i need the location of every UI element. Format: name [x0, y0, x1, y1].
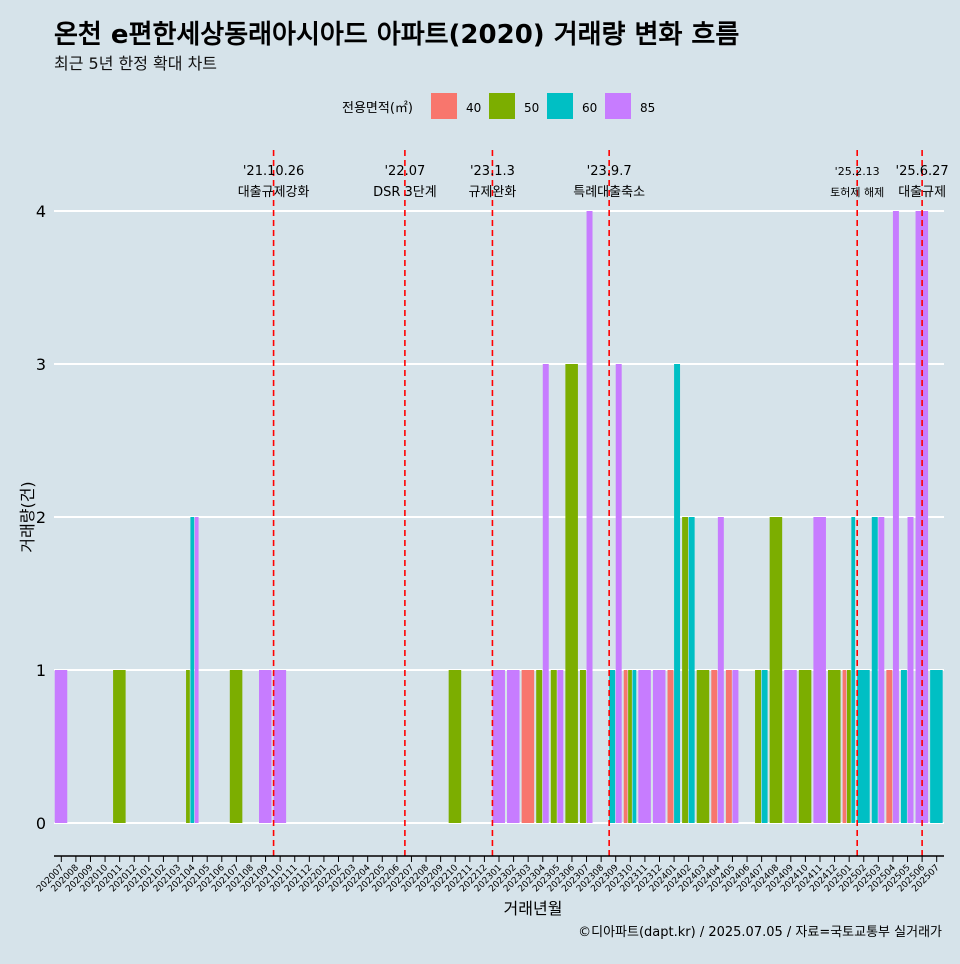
event-label: 규제완화 [469, 185, 517, 200]
bar-85-202104 [194, 517, 199, 823]
event-date: '23.1.3 [470, 164, 515, 179]
y-tick-label: 2 [36, 508, 46, 527]
event-label: 토허제 해제 [830, 185, 884, 199]
bar-85-202405 [732, 670, 739, 823]
event-date: '21.10.26 [243, 164, 304, 179]
bar-85-202309 [615, 364, 622, 823]
bar-85-202301 [492, 670, 505, 823]
bar-50-202407 [755, 670, 762, 823]
bar-85-202109 [258, 670, 272, 823]
legend-label-40: 40 [466, 101, 481, 115]
bar-50-202310 [628, 670, 632, 823]
bar-50-202305 [550, 670, 557, 823]
bar-50-202402 [682, 517, 689, 823]
bar-85-202409 [784, 670, 797, 823]
bar-60-202310 [632, 670, 637, 823]
y-tick-label: 1 [36, 661, 46, 680]
legend-label-50: 50 [524, 101, 539, 115]
legend-label-85: 85 [640, 101, 655, 115]
legend-label-60: 60 [582, 101, 597, 115]
bar-60-202503 [871, 517, 878, 823]
bar-50-202410 [798, 670, 812, 823]
bar-50-202403 [696, 670, 710, 823]
bar-40-202303 [521, 670, 535, 823]
y-tick-label: 3 [36, 355, 46, 374]
bar-60-202507 [930, 670, 943, 823]
y-axis-label: 거래량(건) [18, 481, 37, 552]
bar-85-202302 [507, 670, 520, 823]
bar-60-202401 [674, 364, 681, 823]
bar-60-202104 [190, 517, 195, 823]
y-tick-label: 4 [36, 202, 46, 221]
chart-caption: ©디아파트(dapt.kr) / 2025.07.05 / 자료=국토교통부 실… [578, 925, 942, 940]
legend-key-40 [431, 93, 457, 119]
bar-50-202104 [186, 670, 190, 823]
bar-85-202404 [717, 517, 724, 823]
bar-60-202502 [857, 670, 870, 823]
bar-40-202501 [842, 670, 847, 823]
bar-85-202504 [892, 211, 899, 823]
bar-60-202505 [900, 670, 907, 823]
bar-85-202305 [557, 670, 564, 823]
bar-50-202307 [579, 670, 586, 823]
event-label: 대출규제 [898, 185, 946, 200]
bar-40-202401 [667, 670, 674, 823]
bar-85-202110 [273, 670, 287, 823]
y-tick-label: 0 [36, 814, 46, 833]
bar-85-202503 [878, 517, 885, 823]
bar-85-202311 [638, 670, 651, 823]
bar-50-202306 [565, 364, 578, 823]
bar-85-202304 [542, 364, 549, 823]
bar-85-202505 [907, 517, 914, 823]
event-label: 대출규제강화 [238, 185, 310, 200]
bar-85-202506 [915, 211, 929, 823]
bar-50-202107 [229, 670, 243, 823]
event-label: 특례대출축소 [573, 185, 645, 200]
chart-subtitle: 최근 5년 한정 확대 차트 [54, 54, 217, 73]
bar-85-202411 [813, 517, 826, 823]
event-lines: '21.10.26 대출규제강화 '22.07 DSR 3단계 '23.1.3 규제완화 '… [238, 150, 949, 856]
bars [54, 211, 943, 823]
bar-60-202501 [851, 517, 856, 823]
y-axis: 0 1 2 3 4 [36, 202, 46, 833]
bar-85-202312 [652, 670, 666, 823]
bar-60-202402 [688, 517, 695, 823]
bar-40-202504 [886, 670, 893, 823]
legend-key-85 [605, 93, 631, 119]
bar-50-202210 [448, 670, 462, 823]
bar-50-202304 [536, 670, 543, 823]
legend-key-60 [547, 93, 573, 119]
legend-key-50 [489, 93, 515, 119]
chart-title: 온천 e편한세상동래아시아드 아파트(2020) 거래량 변화 흐름 [54, 20, 739, 50]
legend: 전용면적(㎡) 40 50 60 85 [342, 93, 655, 119]
bar-40-202310 [623, 670, 628, 823]
event-date: '25.6.27 [896, 164, 949, 179]
bar-85-202307 [586, 211, 593, 823]
event-label: DSR 3단계 [373, 185, 437, 200]
event-date: '23.9.7 [587, 164, 632, 179]
bar-40-202405 [725, 670, 732, 823]
x-axis-label: 거래년월 [504, 899, 563, 918]
bar-50-202501 [846, 670, 851, 823]
bar-60-202309 [609, 670, 616, 823]
event-date: '22.07 [384, 164, 425, 179]
bar-50-202408 [769, 517, 783, 823]
bar-60-202407 [761, 670, 768, 823]
bar-85-202007 [54, 670, 68, 823]
bar-50-202011 [113, 670, 126, 823]
event-date: '25.2.13 [835, 165, 880, 178]
bar-50-202412 [828, 670, 841, 823]
legend-title: 전용면적(㎡) [342, 101, 413, 116]
bar-40-202404 [711, 670, 718, 823]
